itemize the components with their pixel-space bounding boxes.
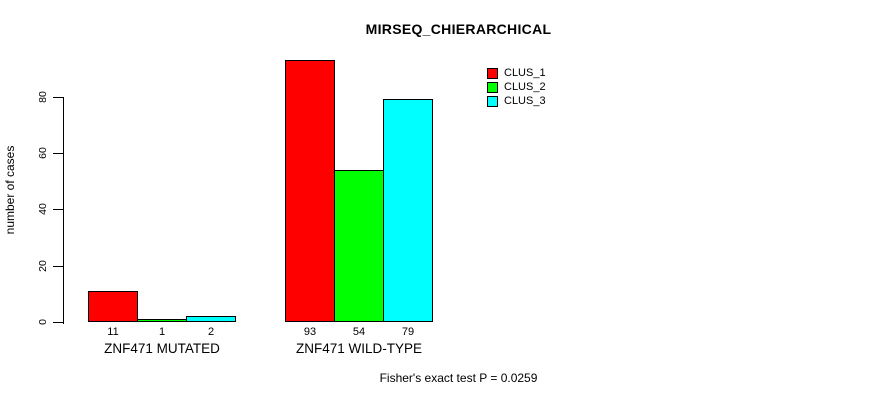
pvalue-caption: Fisher's exact test P = 0.0259 xyxy=(379,371,538,385)
bar-clus_1-2 xyxy=(285,60,335,322)
chart-title: MIRSEQ_CHIERARCHICAL xyxy=(365,21,552,37)
bar-value-label: 93 xyxy=(303,326,317,338)
bar-clus_3-2 xyxy=(383,99,433,322)
y-axis-tick xyxy=(53,209,63,210)
bar-value-label: 54 xyxy=(352,326,366,338)
bar-clus_2-2 xyxy=(334,170,384,322)
legend-item-clus_1: CLUS_1 xyxy=(487,66,546,80)
y-axis-tick-label: 80 xyxy=(37,91,49,103)
legend-label: CLUS_3 xyxy=(504,95,546,107)
bar-value-label: 79 xyxy=(401,326,415,338)
bar-clus_1-1 xyxy=(88,291,138,322)
y-axis-label: number of cases xyxy=(3,145,17,235)
y-axis-tick-label: 0 xyxy=(37,319,49,325)
legend-item-clus_2: CLUS_2 xyxy=(487,80,546,94)
legend: CLUS_1 CLUS_2 CLUS_3 xyxy=(487,66,546,108)
legend-label: CLUS_2 xyxy=(504,81,546,93)
category-label: ZNF471 MUTATED xyxy=(104,341,220,356)
bar-clus_2-1 xyxy=(137,319,187,322)
bar-value-label: 1 xyxy=(158,326,166,338)
y-axis-tick xyxy=(53,322,63,323)
category-label: ZNF471 WILD-TYPE xyxy=(295,341,423,356)
bar-clus_3-1 xyxy=(186,316,236,322)
y-axis-tick-label: 20 xyxy=(37,260,49,272)
y-axis-tick-label: 60 xyxy=(37,147,49,159)
y-axis-line xyxy=(63,97,64,324)
y-axis-tick xyxy=(53,97,63,98)
legend-swatch-icon xyxy=(487,95,498,107)
y-axis-tick xyxy=(53,153,63,154)
bar-value-label: 2 xyxy=(207,326,215,338)
y-axis-tick xyxy=(53,266,63,267)
legend-swatch-icon xyxy=(487,67,498,79)
legend-label: CLUS_1 xyxy=(504,67,546,79)
legend-swatch-icon xyxy=(487,81,498,93)
bar-value-label: 11 xyxy=(107,326,119,338)
legend-item-clus_3: CLUS_3 xyxy=(487,94,546,108)
y-axis-tick-label: 40 xyxy=(37,203,49,215)
